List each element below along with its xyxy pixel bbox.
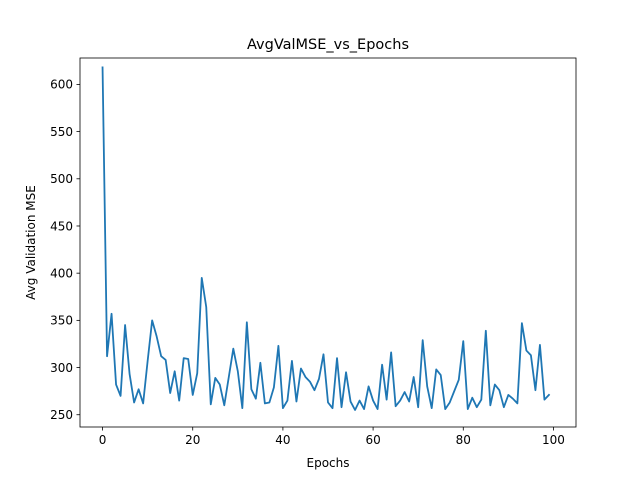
y-tick-label: 300: [50, 361, 73, 375]
y-axis-label: Avg Validation MSE: [24, 185, 38, 300]
y-tick-label: 450: [50, 219, 73, 233]
y-tick-label: 600: [50, 78, 73, 92]
chart-title: AvgValMSE_vs_Epochs: [247, 37, 409, 53]
x-tick-label: 20: [185, 433, 200, 447]
x-tick-label: 80: [456, 433, 471, 447]
x-axis-label: Epochs: [307, 456, 350, 470]
y-tick-label: 500: [50, 172, 73, 186]
y-tick-label: 400: [50, 266, 73, 280]
y-tick-label: 550: [50, 125, 73, 139]
x-tick-label: 0: [99, 433, 107, 447]
y-tick-label: 250: [50, 408, 73, 422]
x-tick-label: 60: [365, 433, 380, 447]
axes-frame: [79, 57, 577, 428]
x-axis-ticks: 0 20 40 60 80 100: [99, 427, 565, 447]
y-tick-label: 350: [50, 314, 73, 328]
plot-area: [101, 66, 551, 411]
x-tick-label: 40: [275, 433, 290, 447]
x-tick-label: 100: [542, 433, 565, 447]
y-axis-ticks: 250 300 350 400 450 500 550 600: [50, 78, 80, 422]
series-line: [101, 66, 551, 411]
